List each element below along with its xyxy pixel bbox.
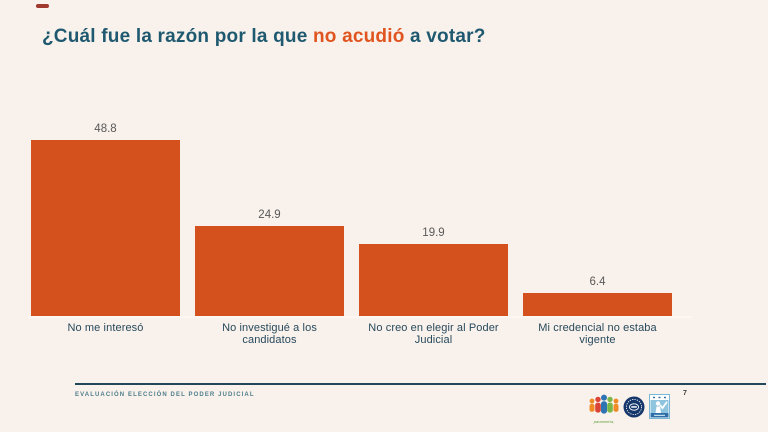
chart-baseline xyxy=(28,316,692,318)
bar xyxy=(523,292,672,316)
bar-chart: 48.8 24.9 19.9 6.4 xyxy=(31,110,691,316)
bar-category-label: Mi credencial no estaba vigente xyxy=(538,322,657,346)
category-row: No me interesó No investigué a los candid… xyxy=(31,322,672,346)
bar-value-label: 48.8 xyxy=(94,123,117,135)
parametria-people-icon xyxy=(589,394,619,414)
title-prefix: ¿Cuál fue la razón por la que xyxy=(42,26,313,47)
bar-category-label: No me interesó xyxy=(67,322,144,334)
title-highlight: no acudió xyxy=(312,26,405,47)
accent-dash xyxy=(36,4,49,8)
page-number: 7 xyxy=(683,390,687,397)
bar-group: 24.9 xyxy=(195,110,344,316)
footer-label: EVALUACIÓN ELECCIÓN DEL PODER JUDICIAL xyxy=(75,392,255,398)
seal-logo xyxy=(623,396,645,418)
bar xyxy=(359,244,508,316)
page-title: ¿Cuál fue la razón por la que no acudió … xyxy=(42,26,486,48)
bar-group: 6.4 xyxy=(523,110,672,316)
seal-icon xyxy=(623,396,645,418)
bar xyxy=(31,140,180,316)
bar-group: 19.9 xyxy=(359,110,508,316)
title-suffix: a votar? xyxy=(404,26,486,47)
bar xyxy=(195,226,344,316)
bar-category-label: No creo en elegir al Poder Judicial xyxy=(368,322,499,346)
bar-group: 48.8 xyxy=(31,110,180,316)
bar-category-label: No investigué a los candidatos xyxy=(222,322,317,346)
bar-value-label: 24.9 xyxy=(258,209,281,222)
parametria-logo-caption: parametría, xyxy=(593,419,615,424)
bar-value-label: 19.9 xyxy=(422,227,445,240)
voter-check-logo xyxy=(649,394,670,419)
parametria-logo: parametría, xyxy=(588,394,620,424)
bar-value-label: 6.4 xyxy=(589,275,606,288)
footer-divider xyxy=(75,383,766,385)
voter-check-icon xyxy=(649,394,670,419)
